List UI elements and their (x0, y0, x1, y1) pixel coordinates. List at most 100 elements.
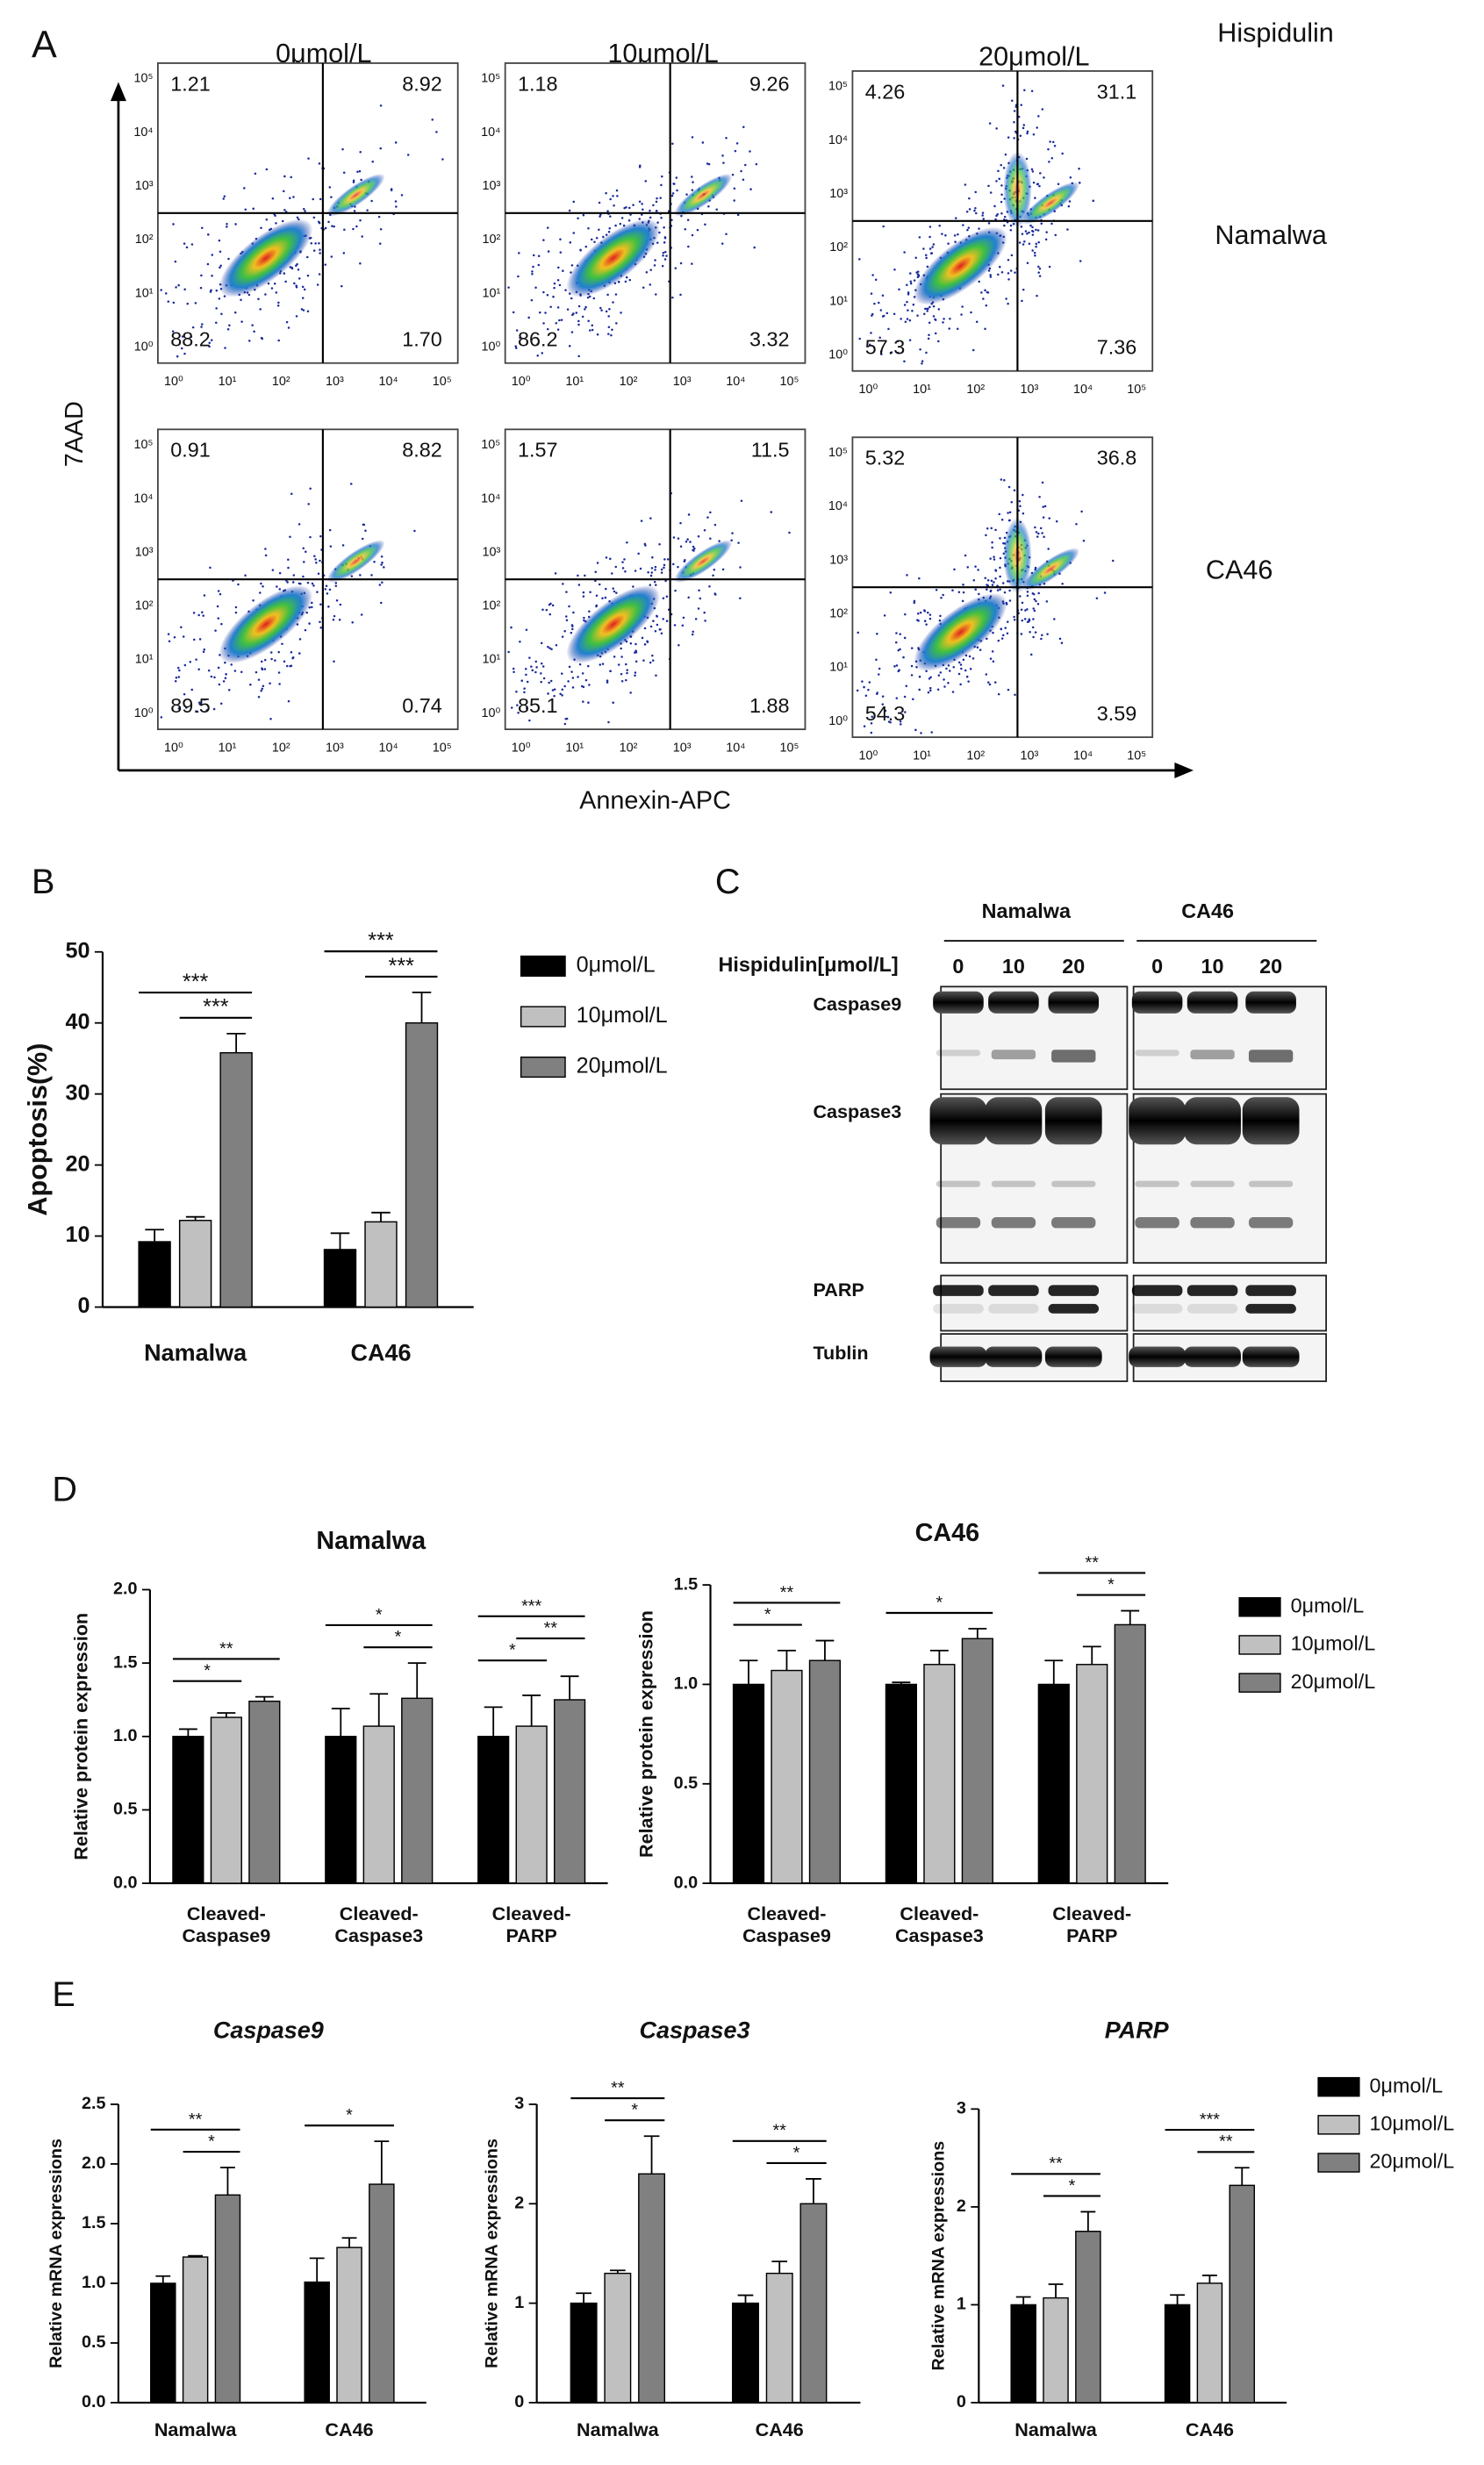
flow-event (1017, 115, 1021, 118)
flow-event (352, 181, 355, 183)
flow-event (686, 538, 689, 541)
flow-event (953, 234, 957, 237)
flow-y-tick: 10⁴ (828, 133, 848, 147)
flow-event (999, 588, 1001, 591)
flow-event (614, 224, 617, 227)
flow-event (253, 330, 255, 333)
x-tick-label: PARP (1066, 1924, 1117, 1946)
flow-event (895, 632, 898, 634)
flow-y-tick: 10¹ (482, 653, 500, 667)
flow-event (1000, 518, 1004, 521)
flow-event (275, 291, 278, 294)
flow-event (994, 528, 997, 532)
flow-event (911, 309, 914, 312)
bar (570, 2302, 598, 2404)
flow-event (219, 264, 222, 268)
flow-event (978, 227, 980, 230)
flow-event (287, 566, 290, 570)
flow-event (193, 638, 196, 641)
flow-event (637, 552, 640, 555)
flow-x-tick: 10⁴ (726, 375, 745, 389)
flow-event (227, 257, 230, 261)
flow-event (858, 258, 861, 261)
flow-event (953, 568, 956, 571)
flow-event (1026, 591, 1029, 593)
flow-event (903, 695, 907, 699)
flow-event (302, 547, 305, 550)
significance-label: * (346, 2106, 353, 2125)
flow-event (201, 226, 204, 230)
flow-event (906, 318, 909, 320)
flow-event (619, 222, 622, 226)
flow-event (570, 264, 574, 267)
flow-event (531, 669, 534, 672)
flow-event (1095, 597, 1099, 600)
flow-event (943, 685, 946, 688)
bar (1037, 1683, 1070, 1884)
x-tick-label: Cleaved- (492, 1902, 571, 1924)
flow-event (707, 205, 710, 208)
flow-event (240, 670, 243, 674)
blot-frame (940, 1274, 1129, 1332)
flow-event (1014, 130, 1017, 133)
flow-event (601, 663, 605, 665)
flow-event (584, 305, 587, 309)
flow-event (974, 190, 977, 194)
flow-event (595, 605, 598, 608)
flow-event (283, 190, 285, 193)
flow-event (1003, 224, 1006, 227)
flow-event (701, 141, 705, 144)
flow-event (1022, 493, 1024, 497)
flow-event (905, 684, 908, 688)
flow-event (295, 284, 298, 287)
flow-event (1036, 294, 1038, 297)
flow-event (214, 629, 217, 632)
flow-event (1028, 231, 1030, 234)
flow-event (893, 312, 896, 316)
flow-event (199, 286, 203, 290)
flow-event (548, 613, 552, 616)
flow-event (264, 293, 267, 296)
y-tick-label: 2.0 (113, 1580, 137, 1599)
quadrant-percent: 8.92 (402, 72, 442, 95)
flow-event (971, 348, 975, 352)
y-tick-label: 50 (66, 938, 90, 963)
flow-event (226, 327, 230, 331)
flow-event (295, 264, 298, 268)
flow-event (228, 324, 231, 327)
flow-event (324, 263, 327, 266)
significance-label: * (395, 1628, 402, 1647)
lane-label: 10 (1201, 955, 1224, 978)
bar (172, 1736, 204, 1884)
significance-label: * (204, 1661, 211, 1680)
significance-label: *** (389, 954, 415, 978)
density-blob (914, 226, 1007, 305)
y-tick-label: 1.0 (674, 1674, 698, 1694)
flow-event (737, 541, 740, 544)
flow-event (318, 221, 321, 225)
flow-event (918, 675, 921, 678)
flow-event (592, 297, 596, 300)
flow-event (559, 251, 563, 254)
flow-event (596, 333, 599, 336)
flow-event (1007, 485, 1011, 489)
flow-event (998, 177, 1000, 181)
flow-event (515, 691, 518, 693)
flow-event (304, 210, 306, 212)
flow-event (234, 223, 237, 226)
flow-event (978, 592, 980, 596)
legend-label: 20μmol/L (1370, 2150, 1455, 2173)
flow-event (624, 280, 627, 283)
flow-event (318, 273, 321, 276)
flow-event (634, 671, 637, 674)
flow-event (997, 273, 1000, 276)
flow-event (968, 197, 971, 200)
flow-event (513, 670, 515, 674)
flow-event (744, 163, 747, 167)
bar (210, 1716, 242, 1884)
flow-event (638, 200, 642, 203)
flow-event (553, 282, 556, 285)
flow-event (237, 583, 240, 586)
protein-label: Caspase3 (813, 1100, 901, 1122)
